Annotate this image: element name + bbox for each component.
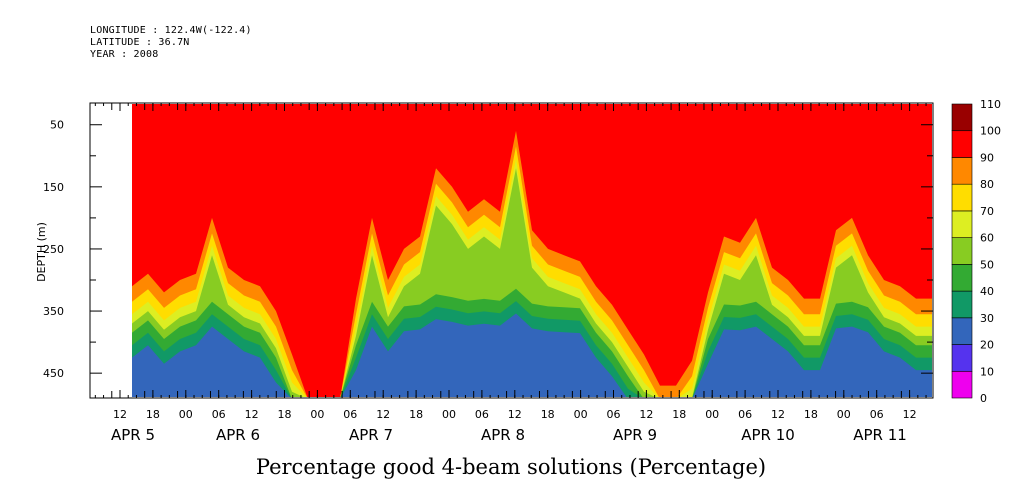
x-tick-label: 00 — [442, 408, 456, 421]
x-axis-ticks: 12 18 00 06 12 18 00 06 12 18 00 06 12 18 00 06 12 18 00 06… — [94, 103, 927, 444]
colorbar-label: 30 — [980, 312, 994, 325]
colorbar-swatch — [951, 317, 973, 345]
chart-title: Percentage good 4-beam solutions (Percen… — [256, 455, 766, 479]
colorbar-swatch — [951, 183, 973, 212]
x-tick-label: 12 — [376, 408, 390, 421]
colorbar-label: 70 — [980, 205, 994, 218]
x-tick-label: 06 — [607, 408, 621, 421]
colorbar-label: 80 — [980, 178, 994, 191]
x-tick-label: 18 — [278, 408, 292, 421]
x-tick-label: 12 — [245, 408, 259, 421]
x-tick-label: 18 — [672, 408, 686, 421]
colorbar-swatch — [951, 290, 973, 319]
colorbar-swatch — [951, 370, 973, 399]
longitude-label: LONGITUDE : 122.4W(-122.4) — [90, 25, 252, 36]
colorbar-swatch — [951, 210, 973, 238]
x-date-label: APR 9 — [613, 426, 657, 444]
y-tick-label: 150 — [43, 181, 64, 194]
x-tick-label: 18 — [146, 408, 160, 421]
y-tick-label: 350 — [43, 305, 64, 318]
contour-band-20-30 — [132, 313, 932, 397]
y-axis-title: DEPTH (m) — [35, 222, 48, 282]
x-tick-label: 12 — [903, 408, 917, 421]
x-date-label: APR 5 — [111, 426, 155, 444]
latitude-label: LATITUDE : 36.7N — [90, 37, 190, 48]
x-date-label: APR 11 — [853, 426, 907, 444]
x-tick-label: 06 — [738, 408, 752, 421]
colorbar-swatch — [951, 103, 973, 132]
x-tick-label: 12 — [771, 408, 785, 421]
colorbar-swatch — [951, 157, 973, 185]
colorbar-label: 100 — [980, 125, 1001, 138]
x-tick-label: 12 — [508, 408, 522, 421]
x-tick-label: 06 — [212, 408, 226, 421]
colorbar-label: 40 — [980, 285, 994, 298]
colorbar-label: 60 — [980, 232, 994, 245]
x-tick-label: 06 — [475, 408, 489, 421]
colorbar: 0 10 20 30 40 50 60 70 80 90 100 110 — [951, 98, 1001, 405]
x-tick-label: 00 — [705, 408, 719, 421]
x-tick-label: 00 — [574, 408, 588, 421]
colorbar-label: 10 — [980, 365, 994, 378]
x-date-label: APR 10 — [741, 426, 795, 444]
x-tick-label: 06 — [870, 408, 884, 421]
x-tick-label: 06 — [343, 408, 357, 421]
colorbar-swatch — [951, 344, 973, 372]
colorbar-label: 0 — [980, 392, 987, 405]
x-tick-label: 18 — [804, 408, 818, 421]
colorbar-label: 20 — [980, 339, 994, 352]
x-tick-label: 00 — [179, 408, 193, 421]
x-tick-label: 12 — [639, 408, 653, 421]
location-info: LONGITUDE : 122.4W(-122.4) LATITUDE : 36… — [90, 25, 252, 61]
y-tick-label: 250 — [43, 243, 64, 256]
colorbar-label: 50 — [980, 258, 994, 271]
y-axis-ticks: 50 150 250 350 450 — [43, 119, 933, 380]
colorbar-label: 90 — [980, 151, 994, 164]
x-tick-label: 12 — [113, 408, 127, 421]
colorbar-swatch — [951, 264, 973, 292]
x-date-label: APR 6 — [216, 426, 260, 444]
y-tick-label: 450 — [43, 367, 64, 380]
colorbar-swatch — [951, 237, 973, 265]
year-label: YEAR : 2008 — [90, 49, 159, 60]
plot-frame — [89, 102, 934, 399]
contour-fill — [132, 104, 932, 397]
x-tick-label: 18 — [541, 408, 555, 421]
x-date-label: APR 8 — [481, 426, 525, 444]
colorbar-label: 110 — [980, 98, 1001, 111]
x-tick-label: 18 — [409, 408, 423, 421]
x-tick-label: 00 — [837, 408, 851, 421]
x-tick-label: 00 — [310, 408, 324, 421]
colorbar-swatch — [951, 130, 973, 158]
y-tick-label: 50 — [50, 119, 64, 132]
x-date-label: APR 7 — [349, 426, 393, 444]
